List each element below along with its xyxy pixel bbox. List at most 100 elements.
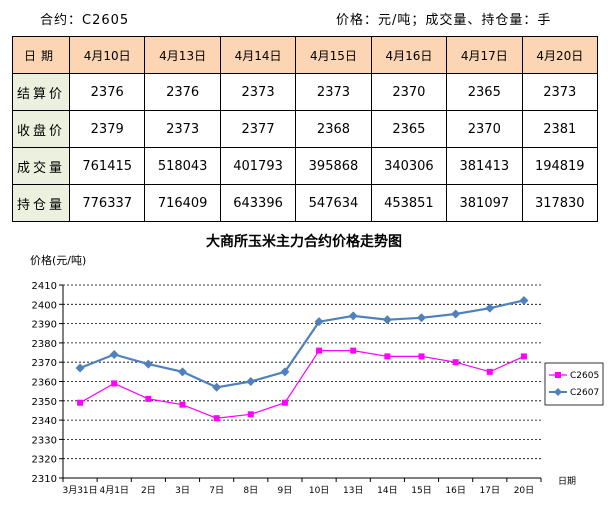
data-point-C2607 [280,367,290,377]
table-row: 收盘价 2379 2373 2377 2368 2365 2370 2381 [12,110,599,148]
table-cell: 2373 [219,73,297,111]
y-tick-label: 2320 [32,455,57,466]
table-cell: 2370 [370,73,448,111]
table-cell: 381413 [446,147,523,185]
table-cell: 2365 [446,73,523,111]
table-cell: 401793 [219,147,297,185]
x-tick-label: 7日 [209,485,224,496]
table-cell: 2381 [521,110,599,148]
date-header-row: 日期 4月10日 4月13日 4月14日 4月15日 4月16日 4月17日 4月20日 [12,36,599,74]
date-cell: 4月16日 [370,36,448,74]
x-tick-label: 15日 [411,485,431,496]
table-cell: 761415 [68,147,146,185]
data-point-C2605 [247,411,254,418]
x-tick-label: 16日 [445,485,465,496]
y-tick-label: 2310 [32,474,57,485]
table-cell: 643396 [219,184,297,222]
x-tick-label: 2日 [141,485,156,496]
table-cell: 2377 [219,110,297,148]
date-cell: 4月20日 [521,36,599,74]
y-tick-label: 2380 [32,339,57,350]
data-point-C2607 [451,309,461,319]
table-cell: 547634 [295,184,372,222]
header-bar: 合约：C2605 价格：元/吨；成交量、持仓量：手 [0,0,608,36]
data-point-C2607 [143,359,153,369]
table-cell: 194819 [521,147,599,185]
x-tick-label: 17日 [480,485,500,496]
y-tick-label: 2370 [32,358,57,369]
units-note: 价格：元/吨；成交量、持仓量：手 [336,13,552,28]
y-tick-label: 2330 [32,435,57,446]
legend-box [544,362,604,406]
table-row: 结算价 2376 2376 2373 2373 2370 2365 2373 [12,73,599,111]
quotes-table: 日期 4月10日 4月13日 4月14日 4月15日 4月16日 4月17日 4月20日 结算价… [12,36,599,222]
legend-marker-C2607 [554,388,562,396]
table-cell: 2365 [370,110,448,148]
data-point-C2605 [281,399,288,406]
table-cell: 2373 [295,73,372,111]
data-point-C2607 [519,295,529,305]
row-label: 持仓量 [12,184,70,222]
y-tick-label: 2340 [32,416,57,427]
data-point-C2607 [212,382,222,392]
table-cell: 2370 [446,110,523,148]
data-point-C2605 [350,347,357,354]
date-cell: 4月15日 [295,36,372,74]
data-point-C2605 [452,359,459,366]
row-label: 结算价 [12,73,70,111]
date-cell: 4月13日 [144,36,221,74]
legend-marker-C2605 [555,372,561,378]
y-tick-label: 2390 [32,320,57,331]
data-point-C2605 [418,353,425,360]
table-cell: 2373 [521,73,599,111]
data-point-C2605 [316,347,323,354]
contract-label: 合约： [40,13,83,28]
data-point-C2605 [384,353,391,360]
data-point-C2607 [75,363,85,373]
x-tick-label: 10日 [309,485,329,496]
data-point-C2607 [178,367,187,377]
data-point-C2607 [417,313,426,323]
y-tick-label: 2360 [32,378,57,389]
table-cell: 395868 [295,147,372,185]
chart-title: 大商所玉米主力合约价格走势图 [206,233,402,250]
table-cell: 2376 [68,73,146,111]
x-tick-label: 14日 [377,485,397,496]
table-cell: 776337 [68,184,146,222]
data-point-C2607 [382,315,392,325]
table-cell: 2376 [144,73,221,111]
table-cell: 2368 [295,110,372,148]
data-point-C2605 [486,368,493,375]
table-cell: 716409 [144,184,221,222]
y-tick-label: 2400 [32,300,57,311]
table-cell: 453851 [370,184,448,222]
data-point-C2605 [520,353,527,360]
y-tick-label: 2350 [32,397,57,408]
x-axis-label: 日期 [558,476,576,487]
data-point-C2607 [485,303,495,313]
data-point-C2607 [246,377,256,386]
x-tick-label: 3月31日 [62,485,97,496]
legend-label-C2607: C2607 [570,388,599,398]
x-tick-label: 9日 [278,485,293,496]
series-line-C2607 [79,299,525,389]
data-point-C2607 [348,311,358,321]
data-point-C2607 [109,349,119,359]
x-tick-label: 8日 [243,485,258,496]
date-cell: 4月10日 [68,36,146,74]
date-header-cell: 日期 [12,36,70,74]
table-cell: 340306 [370,147,448,185]
date-cell: 4月17日 [446,36,523,74]
table-cell: 317830 [521,184,599,222]
date-cell: 4月14日 [219,36,297,74]
table-cell: 2379 [68,110,146,148]
table-cell: 518043 [144,147,221,185]
row-label: 成交量 [12,147,70,185]
row-label: 收盘价 [12,110,70,148]
series-line-C2605 [79,350,525,419]
table-cell: 2373 [144,110,221,148]
x-tick-label: 20日 [514,485,534,496]
data-point-C2605 [77,399,84,406]
y-axis-label: 价格(元/吨) [30,253,86,267]
